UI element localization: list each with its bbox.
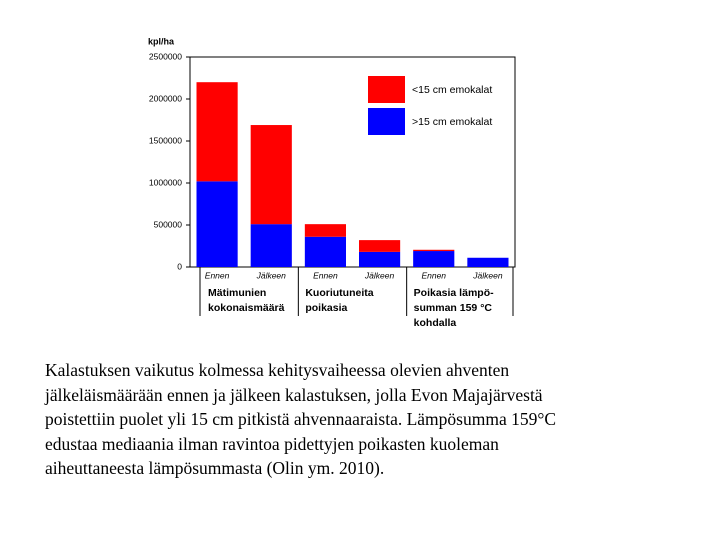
bar-segment: [250, 224, 292, 267]
caption-line: edustaa mediaania ilman ravintoa pidetty…: [45, 433, 499, 454]
y-tick-label: 0: [177, 261, 182, 271]
caption-line: Kalastuksen vaikutus kolmessa kehitysvai…: [45, 360, 510, 380]
bar-segment: [196, 181, 238, 267]
bar-segment: [250, 125, 292, 225]
x-tick-label: Ennen: [421, 270, 446, 280]
x-tick-label: Jälkeen: [256, 270, 287, 280]
legend-swatch: [368, 76, 405, 103]
y-tick-label: 500000: [154, 219, 183, 229]
group-label: Mätimunien: [208, 287, 266, 299]
caption-line: jälkeläismäärään ennen ja jälkeen kalast…: [45, 384, 543, 405]
y-tick-label: 2500000: [149, 51, 182, 61]
legend-label: >15 cm emokalat: [412, 116, 492, 128]
y-tick-label: 1000000: [149, 177, 182, 187]
bar-segment: [359, 240, 401, 252]
y-axis-label: kpl/ha: [148, 36, 175, 46]
bar-segment: [467, 257, 509, 267]
chart: kpl/ha 0 500000 1000000 1500000 2000000 25000…: [148, 36, 516, 329]
x-tick-label: Jälkeen: [364, 270, 395, 280]
bar-segment: [196, 82, 238, 182]
group-label: Poikasia lämpö-: [414, 287, 494, 299]
caption: Kalastuksen vaikutus kolmessa kehitysvai…: [45, 358, 705, 481]
legend-label: <15 cm emokalat: [412, 84, 492, 96]
y-tick-label: 1500000: [149, 135, 182, 145]
legend-swatch: [368, 108, 405, 135]
caption-line: poistettiin puolet yli 15 cm pitkistä ah…: [45, 409, 557, 430]
bar-segment: [304, 236, 346, 267]
bar-segment: [359, 251, 401, 267]
caption-line: aiheuttaneesta lämpösummasta (Olin ym. 2…: [45, 458, 385, 479]
group-label: kokonaismäärä: [208, 302, 285, 314]
group-label: poikasia: [305, 302, 347, 314]
x-tick-label: Ennen: [205, 270, 230, 280]
bar-segment: [304, 224, 346, 237]
group-label: summan 159 °C: [414, 302, 493, 314]
bar-segment: [413, 251, 455, 267]
group-label: kohdalla: [414, 317, 457, 329]
bar-segment: [413, 249, 455, 252]
plot-area: [189, 56, 516, 268]
y-tick-label: 2000000: [149, 93, 182, 103]
x-tick-label: Ennen: [313, 270, 338, 280]
x-tick-label: Jälkeen: [472, 270, 503, 280]
group-label: Kuoriutuneita: [305, 287, 373, 299]
